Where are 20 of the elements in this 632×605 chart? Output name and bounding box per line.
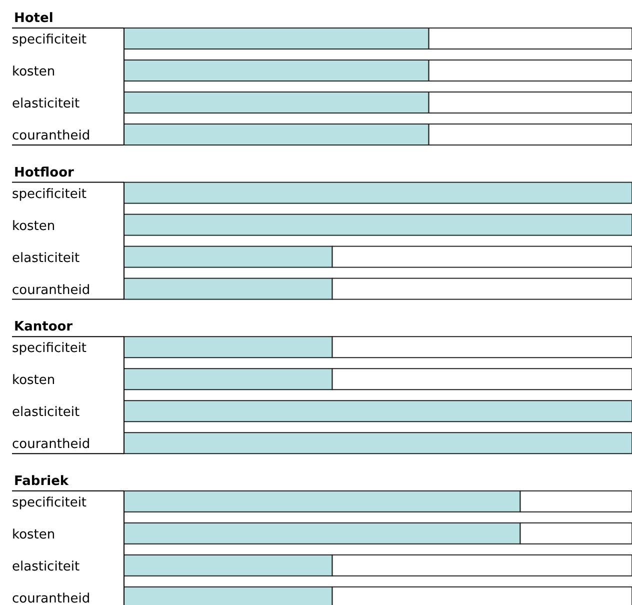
y-tick-label: elasticiteit bbox=[12, 96, 80, 112]
y-tick-label: specificiteit bbox=[12, 341, 87, 356]
y-tick-label: elasticiteit bbox=[12, 405, 80, 420]
y-tick-label: kosten bbox=[12, 373, 56, 388]
y-tick-label: courantheid bbox=[12, 128, 90, 144]
chart-title: Hotfloor bbox=[14, 165, 75, 180]
y-tick-label: elasticiteit bbox=[12, 250, 80, 266]
y-tick-label: kosten bbox=[12, 218, 56, 234]
y-tick-label: specificiteit bbox=[12, 32, 87, 48]
chart-title: Kantoor bbox=[14, 320, 74, 335]
chart-title: Hotel bbox=[14, 11, 54, 26]
y-tick-label: courantheid bbox=[12, 591, 90, 605]
chart-title: Fabriek bbox=[14, 474, 69, 489]
y-tick-label: specificiteit bbox=[12, 186, 87, 202]
y-tick-label: courantheid bbox=[12, 437, 90, 452]
y-tick-label: courantheid bbox=[12, 282, 90, 298]
y-tick-label: elasticiteit bbox=[12, 559, 80, 574]
y-tick-label: specificiteit bbox=[12, 495, 87, 510]
y-tick-label: kosten bbox=[12, 64, 56, 80]
y-tick-label: kosten bbox=[12, 527, 56, 542]
